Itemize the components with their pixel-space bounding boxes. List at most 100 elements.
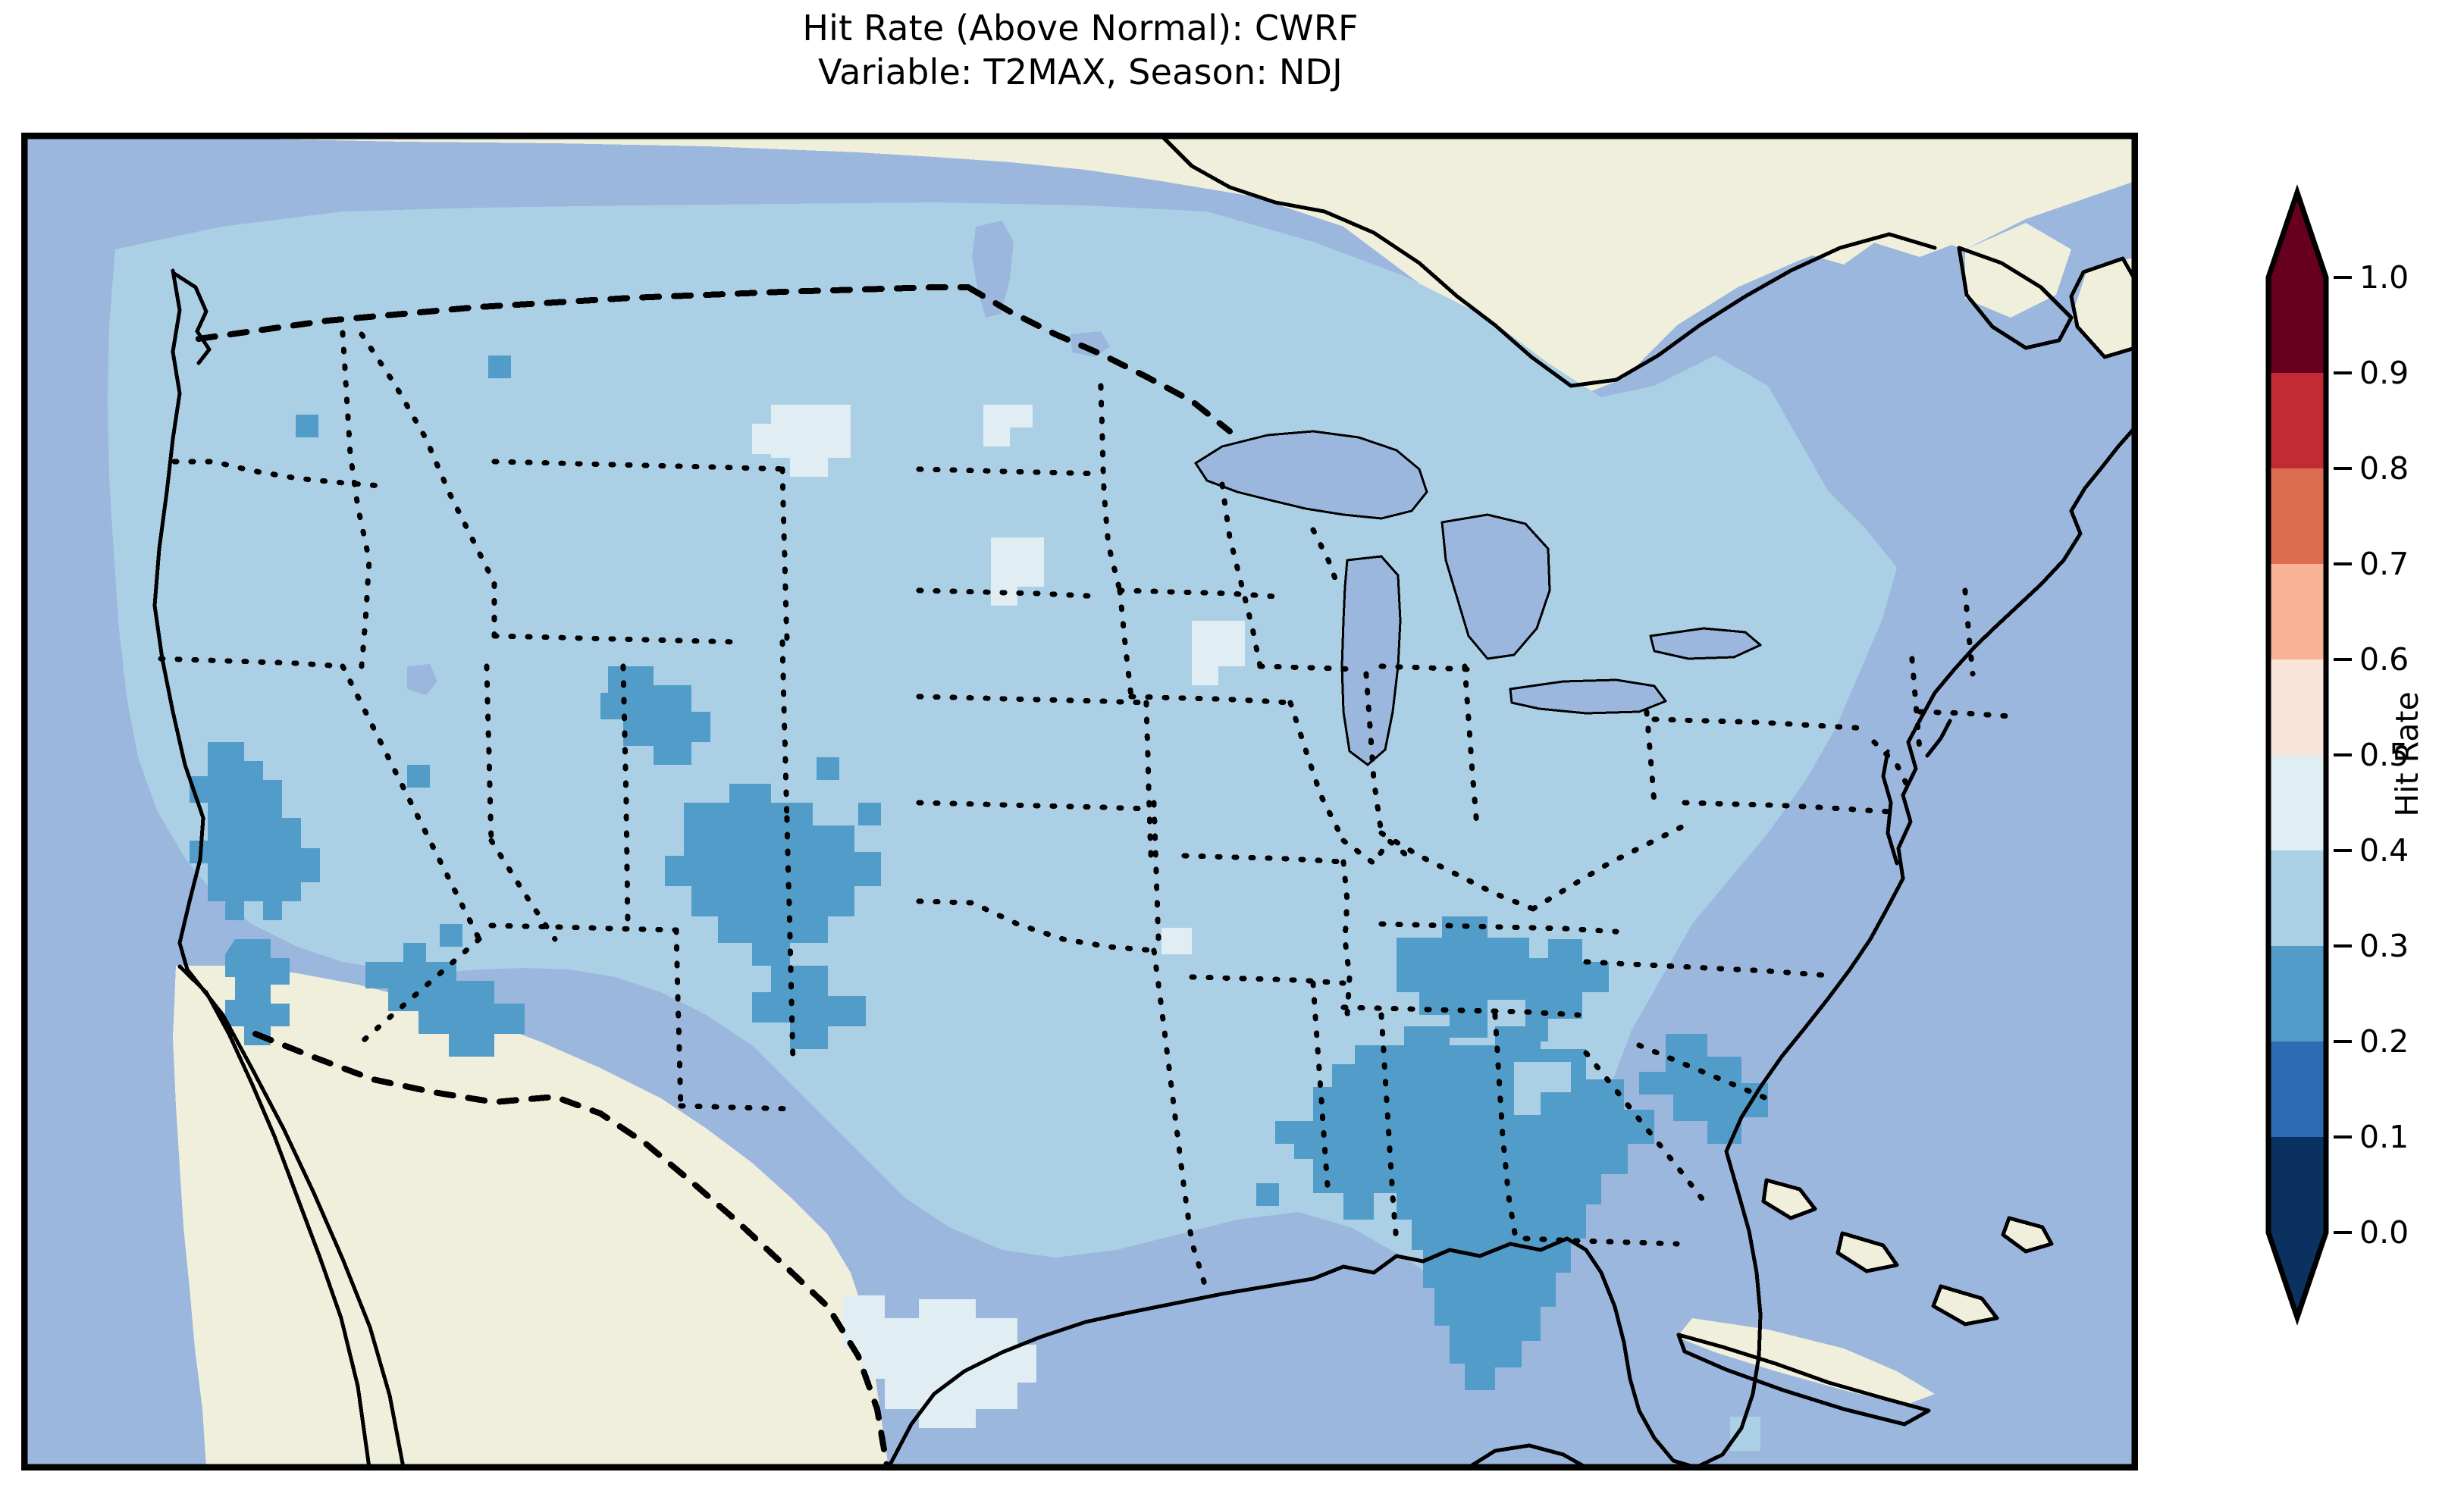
border-mo-ar	[1181, 853, 1346, 865]
coastline-puget	[172, 271, 212, 365]
cb-ticklabel-0.6: 0.6	[2359, 641, 2409, 678]
cb-tickmark-0.1	[2334, 1135, 2352, 1139]
delaware-bay	[1925, 719, 1952, 758]
hit-rate-patch-040-nebraska	[991, 537, 1044, 606]
cb-outline	[2265, 184, 2329, 1326]
title-line-1: Hit Rate (Above Normal): CWRF	[802, 8, 1359, 49]
border-nj-ny	[1871, 739, 1915, 798]
hit-rate-cell-020-utah	[440, 924, 462, 947]
cb-ticklabel-0.5: 0.5	[2359, 737, 2409, 773]
hit-rate-patch-040-iowa	[1192, 621, 1245, 685]
cb-tickmark-0.3	[2334, 944, 2352, 947]
cuba-island	[1677, 1318, 1935, 1405]
hit-rate-cell-020-nevada	[407, 765, 430, 788]
cb-tickmark-0.6	[2334, 658, 2352, 661]
border-or-ca	[158, 656, 346, 669]
cb-extend-max	[2268, 193, 2326, 277]
border-nm-tx	[784, 815, 796, 1063]
coastline-hudson-bay	[1159, 136, 1573, 388]
cb-ticklabel-0.0: 0.0	[2359, 1214, 2409, 1251]
border-tn-south	[1340, 1004, 1582, 1018]
cb-tickmark-0.0	[2334, 1231, 2352, 1234]
border-mi-wi	[1310, 527, 1343, 594]
lake-outline-michigan	[1340, 555, 1402, 766]
border-ma-ct	[1917, 709, 2014, 719]
colorbar-axis-label: Hit Rate	[2389, 691, 2425, 817]
coastline-west	[152, 268, 205, 972]
cb-band-06-07	[2268, 564, 2326, 659]
colorbar-gradient	[2265, 184, 2329, 1326]
border-ks-ok	[916, 800, 1149, 812]
cb-extend-min	[2268, 1232, 2326, 1317]
border-md-pa	[1682, 800, 1892, 815]
hit-rate-reentrant-030-georgia	[1514, 1062, 1571, 1115]
cb-band-07-08	[2268, 468, 2326, 564]
border-id-mt	[359, 331, 497, 639]
border-ia-mo	[1128, 694, 1293, 706]
border-ut-co	[620, 663, 631, 932]
cb-ticklabel-1.0: 1.0	[2359, 259, 2409, 296]
border-mi-south	[1378, 663, 1472, 672]
border-al-ga	[1492, 1012, 1519, 1245]
border-ca-az	[355, 936, 482, 1048]
border-sd-ne	[916, 587, 1104, 600]
border-ky-tn	[1378, 921, 1619, 935]
cb-ticklabel-0.4: 0.4	[2359, 832, 2409, 869]
hit-rate-patch-020-sierra	[190, 742, 320, 920]
coastline-texas-gulf	[886, 1276, 1315, 1467]
map-frame	[24, 136, 2135, 1467]
hit-rate-cell-020-kansas	[817, 757, 839, 780]
colorbar: 1.0 0.9 0.8 0.7 0.6 0.5 0.4 0.3 0.2 0.1 …	[2265, 182, 2409, 1326]
cb-ticklabel-0.8: 0.8	[2359, 450, 2409, 487]
coastline-louisiana	[1311, 1236, 1569, 1281]
international-border-layer	[196, 284, 1233, 1467]
border-ky-in	[1340, 836, 1415, 868]
border-ok-tx	[916, 898, 1157, 954]
border-nv-ut	[484, 663, 494, 844]
border-ne-ks	[916, 694, 1149, 706]
hit-rate-patch-020-arizona	[365, 943, 525, 1057]
cb-band-03-04	[2268, 850, 2326, 946]
cb-band-02-03	[2268, 946, 2326, 1041]
lake-of-the-woods	[1071, 331, 1110, 357]
border-ca-nv	[340, 663, 482, 942]
border-la-ms	[1310, 980, 1331, 1200]
cb-tickmark-0.9	[2334, 371, 2352, 374]
border-nv-az	[488, 838, 558, 942]
map-plot-area	[21, 133, 2138, 1471]
hit-rate-patch-030-southflorida	[1730, 1417, 1760, 1451]
coastline-yucatan	[1466, 1443, 1588, 1467]
coastline-ontario	[1569, 232, 1937, 388]
hit-rate-patch-040-montana	[752, 405, 851, 477]
cb-tickmark-0.5	[2334, 753, 2352, 756]
border-ok-ar	[1151, 800, 1161, 942]
border-mo-ks	[1143, 700, 1154, 859]
canada-east-lobe	[1237, 136, 2135, 393]
border-wy-south	[491, 633, 740, 645]
lake-erie	[1510, 680, 1666, 713]
lake-outline-ontario	[1649, 627, 1762, 660]
coastline-canada-atlantic	[1957, 246, 2074, 350]
border-mn-west	[1098, 383, 1123, 594]
hit-rate-cell-020-idaho	[296, 415, 318, 437]
cb-tickmark-0.2	[2334, 1040, 2352, 1043]
cb-ticklabel-0.7: 0.7	[2359, 546, 2409, 582]
border-il-in	[1363, 671, 1384, 836]
cb-band-08-09	[2268, 373, 2326, 468]
border-ga-sc	[1583, 1050, 1707, 1204]
hit-rate-patch-020-tennessee	[1397, 916, 1609, 1041]
hit-rate-patch-020-socal	[225, 939, 290, 1045]
border-us-canada-west	[196, 284, 971, 342]
coastline-bahamas	[1761, 1178, 2054, 1326]
cb-ticklabel-0.9: 0.9	[2359, 355, 2409, 391]
colorbar-tick-labels: 1.0 0.9 0.8 0.7 0.6 0.5 0.4 0.3 0.2 0.1 …	[2334, 135, 2447, 1373]
coastline-cuba	[1676, 1333, 1931, 1427]
border-mn-ia	[1117, 587, 1278, 600]
colorbar-bands	[2268, 193, 2326, 1317]
cb-tickmark-0.7	[2334, 562, 2352, 565]
border-mn-wi	[1219, 481, 1263, 669]
hit-rate-reentrant-030-tennessee	[1487, 1000, 1525, 1026]
border-us-mexico	[252, 1031, 890, 1467]
cb-ticklabel-0.3: 0.3	[2359, 928, 2409, 964]
